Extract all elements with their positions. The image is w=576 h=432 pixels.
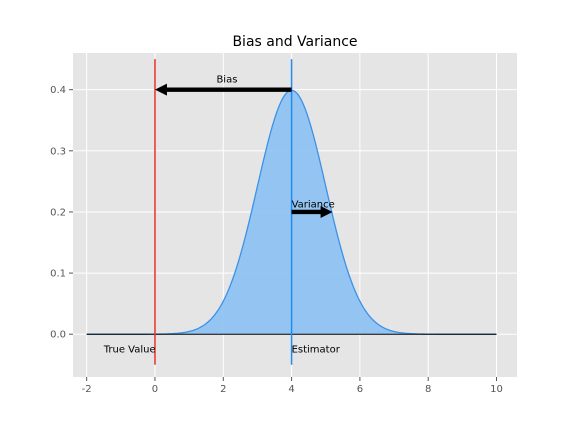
chart-title: Bias and Variance	[232, 34, 357, 50]
true-value-label: True Value	[103, 345, 156, 356]
estimator-label: Estimator	[292, 345, 341, 356]
y-axis-ticks: 0.0 0.1 0.2 0.3 0.4	[50, 85, 73, 341]
x-tick-label-2: 2	[220, 384, 226, 395]
y-tick-label-2: 0.2	[50, 207, 66, 218]
bias-arrow	[154, 83, 292, 96]
chart-marks	[86, 59, 497, 365]
y-tick-label-3: 0.3	[50, 146, 66, 157]
variance-label: Variance	[292, 200, 335, 211]
x-tick-label-6: 10	[490, 384, 503, 395]
y-tick-label-1: 0.1	[50, 269, 66, 280]
y-tick-label-0: 0.0	[50, 330, 66, 341]
x-tick-label-1: 0	[152, 384, 158, 395]
x-tick-label-5: 8	[425, 384, 431, 395]
x-tick-label-3: 4	[288, 384, 294, 395]
chart-annotations: Bias Variance True Value Estimator	[103, 74, 341, 355]
x-axis-ticks: -2 0 2 4 6 8 10	[82, 377, 503, 395]
x-tick-label-0: -2	[82, 384, 92, 395]
bias-label: Bias	[216, 74, 237, 85]
x-tick-label-4: 6	[357, 384, 363, 395]
y-tick-label-4: 0.4	[50, 85, 66, 96]
variance-arrow	[291, 205, 333, 218]
